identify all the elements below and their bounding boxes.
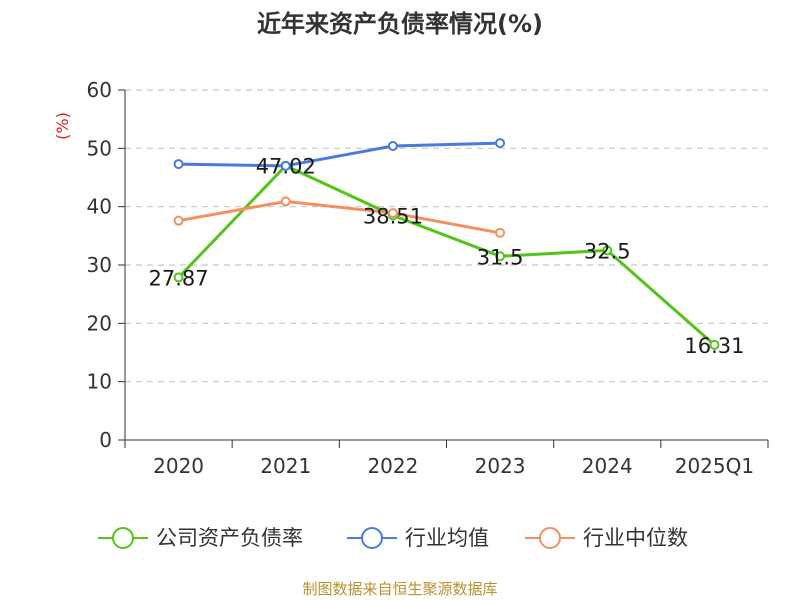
series-layer <box>173 138 720 350</box>
data-point <box>280 196 291 207</box>
series-line <box>178 199 501 235</box>
data-point <box>173 215 184 226</box>
legend-marker <box>539 527 561 549</box>
x-tick-label: 2021 <box>260 454 311 478</box>
data-label: 16.31 <box>684 334 744 358</box>
legend-marker <box>361 527 383 549</box>
y-tick-label: 10 <box>87 370 112 394</box>
data-label: 47.02 <box>256 155 316 179</box>
legend-label: 公司资产负债率 <box>156 526 303 550</box>
legend-label: 行业均值 <box>405 526 489 550</box>
data-labels: 27.87 47.02 38.51 31.5 32.5 16.31 <box>149 155 745 358</box>
x-tick-label: 2022 <box>367 454 418 478</box>
x-tick-label: 2023 <box>475 454 526 478</box>
data-label: 27.87 <box>149 266 209 290</box>
y-tick-label: 40 <box>87 195 112 219</box>
source-note: 制图数据来自恒生聚源数据库 <box>302 580 497 598</box>
data-point <box>495 138 506 149</box>
legend: 公司资产负债率 行业均值 行业中位数 <box>98 526 688 550</box>
y-axis-unit-label: (%) <box>53 112 72 140</box>
data-point <box>173 272 184 283</box>
axes: 0 10 20 30 40 50 60 2020 2021 2022 2023 2024 2025Q1 <box>87 78 769 478</box>
legend-label: 行业中位数 <box>583 526 688 550</box>
chart-title: 近年来资产负债率情况(%) <box>257 10 543 38</box>
data-point <box>495 251 506 262</box>
data-point <box>173 159 184 170</box>
grid-lines <box>125 89 768 383</box>
x-tick-label: 2024 <box>582 454 633 478</box>
y-tick-label: 20 <box>87 311 112 335</box>
y-tick-label: 50 <box>87 136 112 160</box>
data-label: 31.5 <box>477 245 524 269</box>
data-point <box>280 160 291 171</box>
legend-marker <box>112 527 134 549</box>
data-point <box>387 208 398 219</box>
data-point <box>387 141 398 151</box>
data-point <box>602 245 613 256</box>
series-line <box>177 164 716 346</box>
data-point <box>709 339 720 350</box>
y-tick-label: 0 <box>99 428 112 452</box>
series-line <box>178 141 501 168</box>
y-tick-label: 60 <box>87 78 112 102</box>
data-label: 38.51 <box>363 204 423 228</box>
x-tick-label: 2025Q1 <box>675 454 754 478</box>
data-point <box>495 227 506 238</box>
y-tick-label: 30 <box>87 253 112 277</box>
x-tick-label: 2020 <box>153 454 204 478</box>
data-label: 32.5 <box>584 239 631 263</box>
